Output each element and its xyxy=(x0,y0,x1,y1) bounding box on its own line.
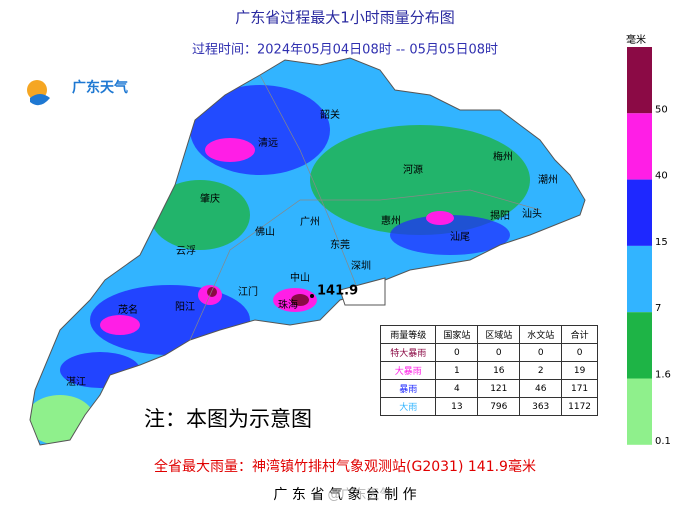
logo-cloud xyxy=(30,94,50,106)
legend-unit: 毫米 xyxy=(626,33,646,46)
city-label: 深圳 xyxy=(351,260,371,272)
legend-label: 7 xyxy=(655,303,661,314)
legend-swatch xyxy=(627,179,652,246)
table-cell: 国家站 xyxy=(435,325,479,344)
table-row: 雨量等级 国家站 区域站 水文站 合计 xyxy=(379,325,598,344)
table-cell: 合计 xyxy=(561,325,598,344)
table-cell: 16 xyxy=(477,361,521,380)
table-cell: 1 xyxy=(435,361,479,380)
city-label: 河源 xyxy=(403,163,423,176)
legend-swatch xyxy=(627,113,652,180)
city-label: 梅州 xyxy=(493,150,513,163)
table-cell: 雨量等级 xyxy=(379,325,437,344)
city-label: 汕尾 xyxy=(450,231,470,243)
legend-swatch xyxy=(627,378,652,445)
boundary xyxy=(189,189,541,341)
table-row: 大雨 13 796 363 1172 xyxy=(379,397,598,416)
table-row: 特大暴雨 0 0 0 0 xyxy=(379,343,598,362)
table-cell: 171 xyxy=(561,379,598,398)
table-cell: 1172 xyxy=(561,397,598,416)
legend-swatch xyxy=(627,312,652,379)
city-label: 潮州 xyxy=(538,173,558,186)
boundary xyxy=(259,74,361,296)
table-cell: 0 xyxy=(519,343,563,362)
table-cell: 0 xyxy=(477,343,521,362)
table-cell: 4 xyxy=(435,379,479,398)
city-label: 广州 xyxy=(300,216,320,228)
legend-label: 0.1 xyxy=(655,436,671,447)
city-label: 江门 xyxy=(238,285,258,298)
table-row: 暴雨 4 121 46 171 xyxy=(379,379,598,398)
table-cell: 121 xyxy=(477,379,521,398)
city-label: 东莞 xyxy=(330,238,350,251)
table-cell: 0 xyxy=(561,343,598,362)
city-label: 揭阳 xyxy=(490,209,510,222)
max-label: 141.9 xyxy=(317,284,358,299)
footer: 广 东 省 气 象 台 制 作 xyxy=(273,487,416,503)
table-cell: 363 xyxy=(519,397,563,416)
city-label: 云浮 xyxy=(176,245,196,257)
table-row: 大暴雨 1 16 2 19 xyxy=(379,361,598,380)
watermark: @广东天气 xyxy=(327,487,392,503)
table-cell: 46 xyxy=(519,379,563,398)
max-marker xyxy=(310,294,314,298)
stats-table: 雨量等级 国家站 区域站 水文站 合计 特大暴雨 0 0 0 0 大暴雨 1 16 2 19 暴雨 4 121 46… xyxy=(379,325,598,416)
legend-label: 1.6 xyxy=(655,370,671,381)
table-cell: 水文站 xyxy=(519,325,563,344)
legend-label: 50 xyxy=(655,104,668,115)
table-cell: 大暴雨 xyxy=(379,361,437,380)
city-label: 惠州 xyxy=(381,214,401,227)
city-label: 湛江 xyxy=(66,376,86,388)
table-cell: 暴雨 xyxy=(379,379,437,398)
table-cell: 796 xyxy=(477,397,521,416)
legend-swatch xyxy=(627,47,652,114)
city-label: 韶关 xyxy=(320,108,340,121)
note: 注：本图为示意图 xyxy=(144,407,312,431)
hk-area xyxy=(339,277,386,306)
table-cell: 19 xyxy=(561,361,598,380)
table-cell: 2 xyxy=(519,361,563,380)
city-label: 清远 xyxy=(258,136,278,149)
table-cell: 0 xyxy=(435,343,479,362)
max-rain: 全省最大雨量：神湾镇竹排村气象观测站(G2031) 141.9毫米 xyxy=(154,458,536,475)
legend-label: 40 xyxy=(655,171,668,182)
title: 广东省过程最大1小时雨量分布图 xyxy=(235,9,455,27)
city-label: 阳江 xyxy=(175,301,195,313)
city-label: 中山 xyxy=(290,271,310,284)
city-label: 珠海 xyxy=(278,298,298,311)
city-label: 茂名 xyxy=(118,303,138,316)
logo-text: 广东天气 xyxy=(72,79,128,96)
city-label: 汕头 xyxy=(522,208,542,220)
table-cell: 特大暴雨 xyxy=(379,343,437,362)
table-cell: 大雨 xyxy=(379,397,437,416)
table-cell: 区域站 xyxy=(477,325,521,344)
table-cell: 13 xyxy=(435,397,479,416)
city-label: 肇庆 xyxy=(200,192,220,205)
legend-swatch xyxy=(627,245,652,313)
legend-label: 15 xyxy=(655,237,668,248)
subtitle: 过程时间：2024年05月04日08时 -- 05月05日08时 xyxy=(192,43,498,58)
city-label: 佛山 xyxy=(255,225,275,238)
